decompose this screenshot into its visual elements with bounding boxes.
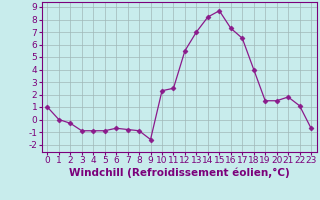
- X-axis label: Windchill (Refroidissement éolien,°C): Windchill (Refroidissement éolien,°C): [69, 168, 290, 178]
